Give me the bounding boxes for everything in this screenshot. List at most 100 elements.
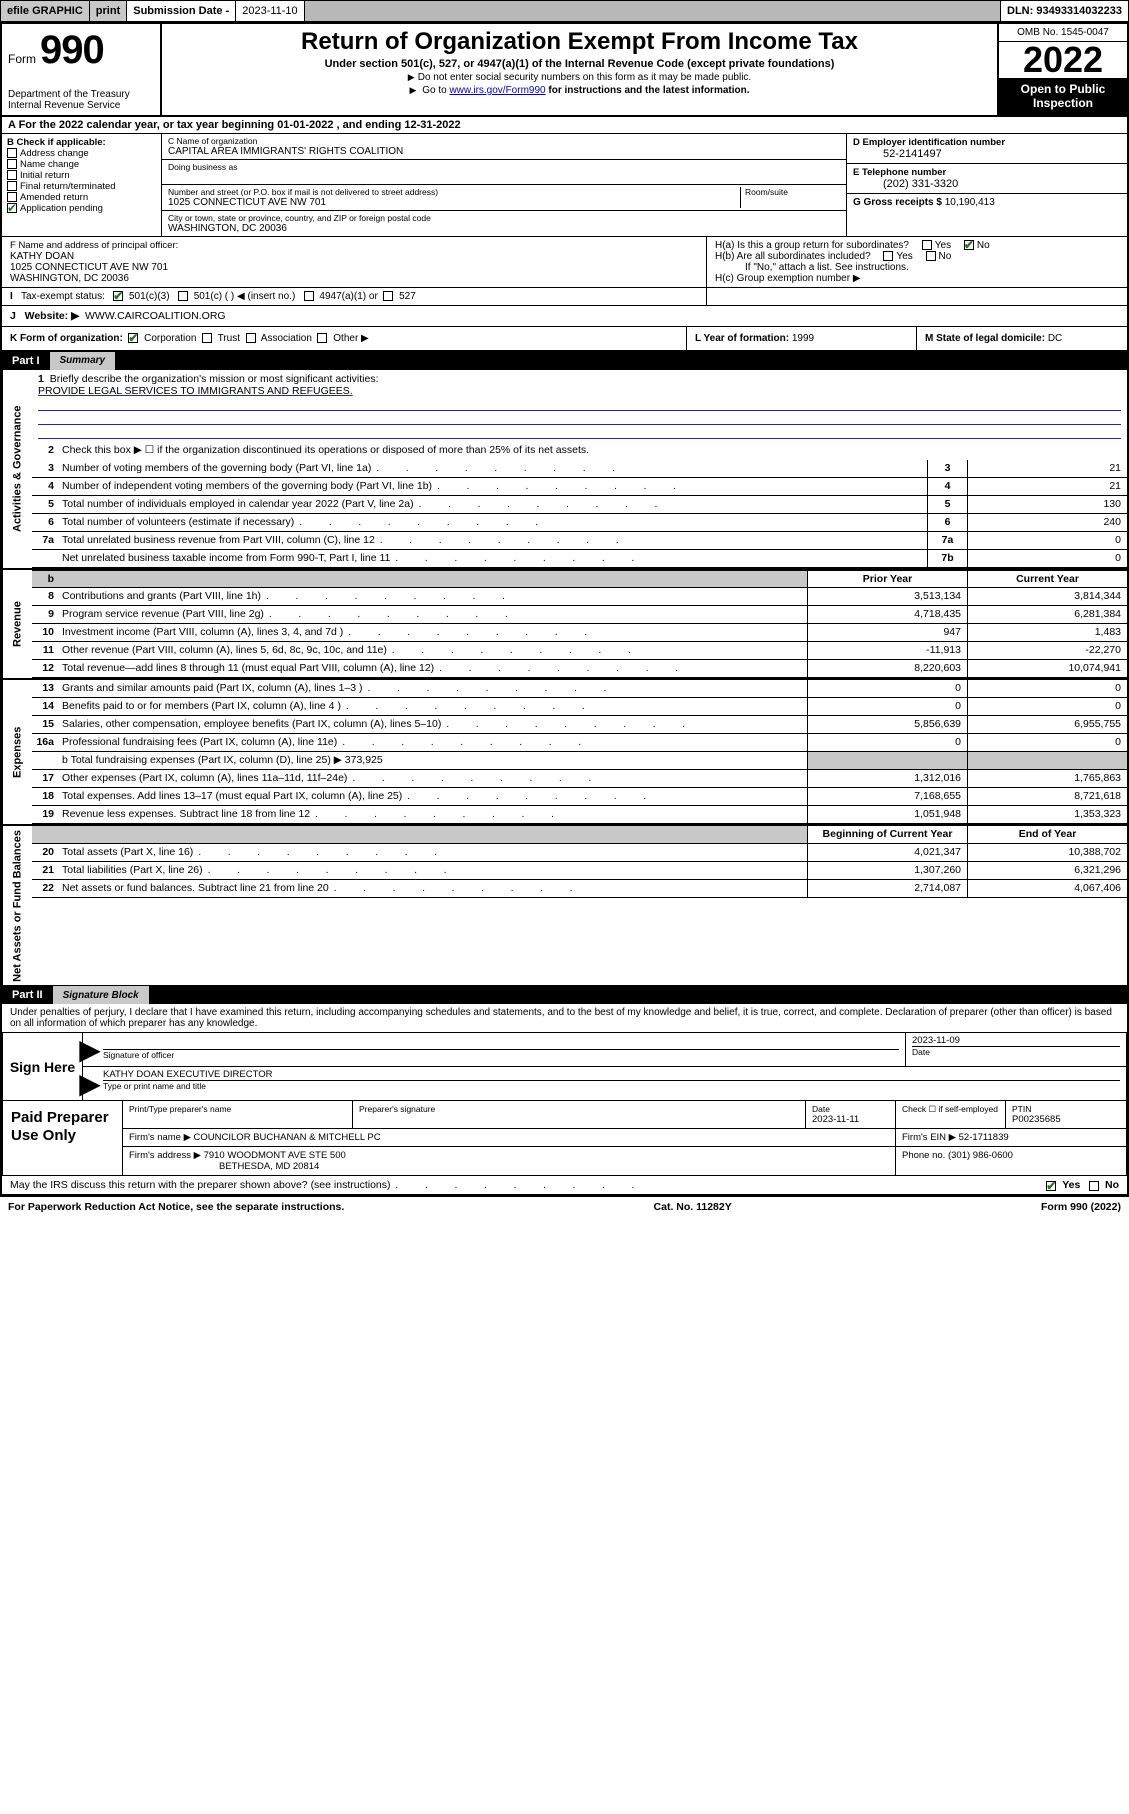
print-button[interactable]: print — [90, 1, 127, 21]
chk-501c3[interactable] — [113, 291, 123, 301]
chk-527[interactable] — [383, 291, 393, 301]
chk-initial-return[interactable]: Initial return — [7, 170, 156, 181]
may-irs-text: May the IRS discuss this return with the… — [10, 1179, 391, 1191]
dept-treasury: Department of the Treasury Internal Reve… — [8, 89, 154, 111]
row-i-right-blank — [707, 288, 1127, 305]
part-1-number: Part I — [2, 355, 50, 367]
part-2-number: Part II — [2, 989, 53, 1001]
inspect-line1: Open to Public — [1001, 83, 1125, 97]
city-label: City or town, state or province, country… — [168, 213, 840, 223]
opt-assoc: Association — [261, 333, 312, 344]
col-d-right: D Employer identification number 52-2141… — [847, 134, 1127, 236]
open-to-public: Open to Public Inspection — [999, 79, 1127, 115]
bracket-icon: ▶ — [83, 1033, 97, 1066]
summary-line: 12Total revenue—add lines 8 through 11 (… — [32, 660, 1127, 678]
footer: For Paperwork Reduction Act Notice, see … — [0, 1197, 1129, 1217]
summary-line: Net unrelated business taxable income fr… — [32, 550, 1127, 568]
summary-line: 4Number of independent voting members of… — [32, 478, 1127, 496]
summary-line: 21Total liabilities (Part X, line 26)1,3… — [32, 862, 1127, 880]
hb-row: H(b) Are all subordinates included? Yes … — [715, 251, 1119, 262]
m-value: DC — [1048, 333, 1062, 344]
hb-note: If "No," attach a list. See instructions… — [715, 262, 1119, 273]
chk-other[interactable] — [317, 333, 327, 343]
summary-line: 22Net assets or fund balances. Subtract … — [32, 880, 1127, 898]
section-net-assets: Net Assets or Fund Balances Beginning of… — [2, 826, 1127, 987]
form-word: Form — [8, 52, 36, 66]
sig-date: 2023-11-09 — [912, 1035, 1120, 1046]
hb-yesno[interactable]: Yes No — [873, 251, 951, 262]
summary-line: 8Contributions and grants (Part VIII, li… — [32, 588, 1127, 606]
firm-name: COUNCILOR BUCHANAN & MITCHELL PC — [194, 1132, 381, 1143]
form-990-number: 990 — [40, 28, 104, 73]
submission-date-label: Submission Date - — [127, 1, 236, 21]
dept-line1: Department of the Treasury — [8, 89, 154, 100]
dots — [391, 1179, 637, 1191]
col-prior-year: Prior Year — [807, 571, 967, 587]
row-a-tax-year: A For the 2022 calendar year, or tax yea… — [2, 117, 1127, 134]
line-2-desc: Check this box ▶ ☐ if the organization d… — [58, 442, 1127, 460]
col-begin-year: Beginning of Current Year — [807, 826, 967, 843]
opt-corp: Corporation — [144, 333, 196, 344]
chk-application-pending[interactable]: Application pending — [7, 203, 156, 214]
tax-exempt-status: I Tax-exempt status: 501(c)(3) 501(c) ( … — [2, 288, 707, 305]
address-cell: Number and street (or P.O. box if mail i… — [162, 185, 846, 211]
sig-officer-label: Signature of officer — [103, 1049, 899, 1060]
chk-amended-return[interactable]: Amended return — [7, 192, 156, 203]
l-year-formation: L Year of formation: 1999 — [687, 327, 917, 350]
ha-row: H(a) Is this a group return for subordin… — [715, 240, 1119, 251]
opt-501c: 501(c) ( ) ◀ (insert no.) — [194, 291, 296, 302]
prep-self-employed[interactable]: Check ☐ if self-employed — [896, 1101, 1006, 1128]
form-subtitle: Under section 501(c), 527, or 4947(a)(1)… — [168, 58, 991, 70]
officer-addr2: WASHINGTON, DC 20036 — [10, 273, 698, 284]
f-label: F Name and address of principal officer: — [10, 240, 698, 251]
side-label-governance: Activities & Governance — [2, 370, 32, 568]
col-current-year: Current Year — [967, 571, 1127, 587]
summary-line: 15Salaries, other compensation, employee… — [32, 716, 1127, 734]
chk-final-return[interactable]: Final return/terminated — [7, 181, 156, 192]
row-fh: F Name and address of principal officer:… — [2, 237, 1127, 288]
dba-cell: Doing business as — [162, 160, 846, 185]
principal-officer: F Name and address of principal officer:… — [2, 237, 707, 287]
goto-pre: Go to — [422, 85, 449, 96]
row-i: I Tax-exempt status: 501(c)(3) 501(c) ( … — [2, 288, 1127, 306]
city-state-zip: WASHINGTON, DC 20036 — [168, 223, 840, 234]
dba-label: Doing business as — [168, 162, 840, 172]
phone-label: E Telephone number — [853, 167, 1121, 178]
gross-label: G Gross receipts $ — [853, 197, 942, 208]
section-revenue: Revenue b Prior Year Current Year 8Contr… — [2, 570, 1127, 680]
prep-row-1: Print/Type preparer's name Preparer's si… — [123, 1101, 1126, 1129]
h-group-return: H(a) Is this a group return for subordin… — [707, 237, 1127, 287]
prep-sig-label: Preparer's signature — [359, 1104, 799, 1114]
org-name: CAPITAL AREA IMMIGRANTS' RIGHTS COALITIO… — [168, 146, 840, 157]
k-label: K Form of organization: — [10, 333, 123, 344]
submission-date: 2023-11-10 — [236, 1, 304, 21]
chk-address-change[interactable]: Address change — [7, 148, 156, 159]
may-irs-yesno[interactable]: Yes No — [1046, 1179, 1119, 1191]
form-header: Form 990 Department of the Treasury Inte… — [2, 24, 1127, 117]
k-form-of-org: K Form of organization: Corporation Trus… — [2, 327, 687, 350]
chk-4947[interactable] — [304, 291, 314, 301]
prep-phone-label: Phone no. — [902, 1150, 945, 1161]
prep-row-2: Firm's name ▶ COUNCILOR BUCHANAN & MITCH… — [123, 1129, 1126, 1147]
chk-corporation[interactable] — [128, 333, 138, 343]
efile-button[interactable]: efile GRAPHIC — [1, 1, 90, 21]
summary-line: 16aProfessional fundraising fees (Part I… — [32, 734, 1127, 752]
city-cell: City or town, state or province, country… — [162, 211, 846, 236]
chk-association[interactable] — [246, 333, 256, 343]
prep-row-3: Firm's address ▶ 7910 WOODMONT AVE STE 5… — [123, 1147, 1126, 1175]
dln-value: 93493314032233 — [1036, 5, 1122, 17]
chk-501c[interactable] — [178, 291, 188, 301]
sig-date-cell: 2023-11-09 Date — [906, 1033, 1126, 1066]
side-label-revenue: Revenue — [2, 570, 32, 678]
net-content: Beginning of Current Year End of Year 20… — [32, 826, 1127, 986]
dln-label: DLN: — [1007, 5, 1033, 17]
signature-of-officer[interactable]: Signature of officer — [97, 1033, 906, 1066]
ptin-label: PTIN — [1012, 1104, 1120, 1114]
ha-yesno[interactable]: Yes No — [912, 240, 990, 251]
chk-name-change[interactable]: Name change — [7, 159, 156, 170]
chk-trust[interactable] — [202, 333, 212, 343]
mission-text: PROVIDE LEGAL SERVICES TO IMMIGRANTS AND… — [38, 385, 353, 397]
sig-date-label: Date — [912, 1046, 1120, 1057]
part-1-header: Part I Summary — [2, 352, 1127, 370]
irs-link[interactable]: www.irs.gov/Form990 — [449, 85, 545, 96]
